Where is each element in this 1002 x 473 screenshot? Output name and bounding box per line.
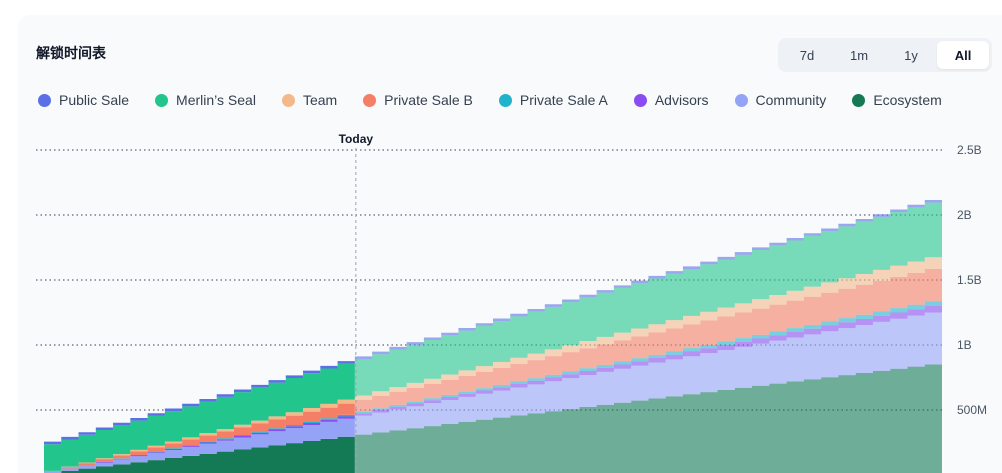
legend-item-private-sale-a[interactable]: Private Sale A bbox=[498, 92, 608, 108]
legend-dot-icon bbox=[155, 93, 169, 107]
today-label: Today bbox=[339, 132, 374, 146]
legend-label: Private Sale B bbox=[384, 92, 473, 108]
legend-label: Private Sale A bbox=[519, 92, 608, 108]
range-all-button[interactable]: All bbox=[937, 41, 989, 69]
legend-dot-icon bbox=[633, 93, 647, 107]
area-community-future bbox=[354, 312, 942, 435]
area-private_sale_a-past bbox=[44, 414, 355, 472]
area-merlins_seal-past bbox=[44, 363, 355, 471]
legend-dot-icon bbox=[734, 93, 748, 107]
legend-label: Merlin’s Seal bbox=[176, 92, 256, 108]
area-private_sale_b-future bbox=[354, 268, 942, 412]
area-ecosystem-future bbox=[354, 364, 942, 473]
legend-dot-icon bbox=[38, 93, 51, 107]
y-tick-label: 2B bbox=[957, 208, 972, 222]
y-tick-label: 1.5B bbox=[957, 273, 982, 287]
area-merlins_seal-future bbox=[354, 202, 942, 396]
unlock-area-chart[interactable]: 2.5B 2B 1.5B 1B 500M Today bbox=[18, 15, 1002, 473]
legend-item-ecosystem[interactable]: Ecosystem bbox=[852, 92, 942, 108]
chart-title: 解锁时间表 bbox=[36, 46, 106, 62]
legend-item-team[interactable]: Team bbox=[281, 92, 338, 108]
chart-legend: Public Sale Merlin’s Seal Team Private S… bbox=[38, 92, 942, 108]
legend-label: Community bbox=[755, 92, 827, 108]
y-tick-label: 500M bbox=[957, 403, 987, 417]
legend-item-public-sale[interactable]: Public Sale bbox=[38, 92, 129, 108]
legend-dot-icon bbox=[498, 93, 512, 107]
range-1m-button[interactable]: 1m bbox=[849, 47, 869, 63]
y-tick-label: 1B bbox=[957, 338, 972, 352]
legend-label: Ecosystem bbox=[873, 92, 942, 108]
range-7d-button[interactable]: 7d bbox=[799, 47, 815, 63]
legend-item-community[interactable]: Community bbox=[734, 92, 827, 108]
area-public_sale-past bbox=[44, 361, 355, 445]
legend-item-private-sale-b[interactable]: Private Sale B bbox=[363, 92, 473, 108]
legend-dot-icon bbox=[363, 93, 377, 107]
legend-dot-icon bbox=[281, 93, 295, 107]
legend-label: Advisors bbox=[654, 92, 709, 108]
unlock-schedule-card: 解锁时间表 7d 1m 1y All Public Sale Merlin’s … bbox=[18, 15, 1002, 473]
area-advisors-past bbox=[44, 416, 355, 472]
legend-label: Team bbox=[302, 92, 338, 108]
legend-dot-icon bbox=[852, 93, 866, 107]
legend-label: Public Sale bbox=[59, 92, 130, 108]
y-tick-label: 2.5B bbox=[957, 143, 982, 157]
time-range-selector: 7d 1m 1y All bbox=[778, 38, 992, 72]
area-team-future bbox=[354, 257, 942, 400]
area-public_sale-future bbox=[354, 200, 942, 359]
legend-item-merlins-seal[interactable]: Merlin’s Seal bbox=[155, 92, 256, 108]
range-1y-button[interactable]: 1y bbox=[904, 47, 918, 63]
area-ecosystem-past bbox=[44, 436, 355, 473]
legend-item-advisors[interactable]: Advisors bbox=[633, 92, 709, 108]
